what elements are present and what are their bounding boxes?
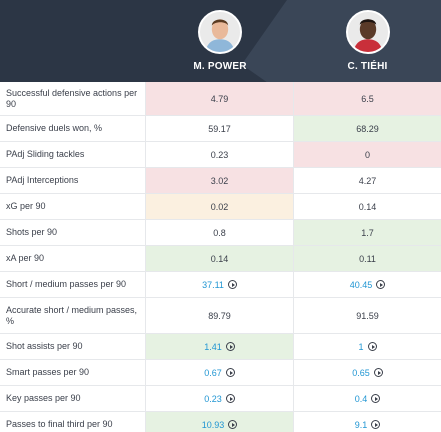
play-video-icon[interactable] <box>227 280 237 289</box>
player-name-1: M. POWER <box>193 61 247 72</box>
stat-value-player-2[interactable]: 9.1 <box>294 412 441 432</box>
stat-value-text: 0.23 <box>210 149 229 160</box>
stat-value-player-1: 4.79 <box>146 82 294 115</box>
play-video-icon[interactable] <box>371 394 381 403</box>
stat-value-text: 1.7 <box>361 227 374 238</box>
stat-value-player-2: 6.5 <box>294 82 441 115</box>
player-column-1[interactable]: M. POWER <box>146 0 294 82</box>
stat-row: PAdj Sliding tackles 0.23 0 <box>0 142 441 168</box>
stat-label: Defensive duels won, % <box>0 116 146 141</box>
stat-value-text: 0.23 <box>204 393 222 404</box>
stats-table: Successful defensive actions per 90 4.79 6… <box>0 82 441 432</box>
stat-value-player-1[interactable]: 37.11 <box>146 272 294 297</box>
stat-value-text: 4.79 <box>210 93 229 104</box>
play-video-icon[interactable] <box>225 394 235 403</box>
stat-value-text: 9.1 <box>354 419 368 430</box>
stat-label: Shots per 90 <box>0 220 146 245</box>
stat-value-player-2[interactable]: 0.4 <box>294 386 441 411</box>
stat-row: Short / medium passes per 90 37.11 40.45 <box>0 272 441 298</box>
stat-value-player-1: 0.8 <box>146 220 294 245</box>
play-video-icon[interactable] <box>373 368 383 377</box>
stat-label: PAdj Interceptions <box>0 168 146 193</box>
stat-value-text: 0.14 <box>358 201 377 212</box>
stat-value-player-1: 89.79 <box>146 298 294 333</box>
stat-value-text: 1.41 <box>204 341 222 352</box>
play-video-icon[interactable] <box>367 342 377 351</box>
stat-value-text: 6.5 <box>361 93 374 104</box>
stat-value-player-2: 68.29 <box>294 116 441 141</box>
play-video-icon[interactable] <box>371 420 381 429</box>
stat-value-player-1: 0.02 <box>146 194 294 219</box>
stat-value-player-2: 0.11 <box>294 246 441 271</box>
stat-value-text: 68.29 <box>356 123 379 134</box>
stat-row: Key passes per 90 0.23 0.4 <box>0 386 441 412</box>
stat-value-text: 37.11 <box>202 279 224 290</box>
stat-value-text: 0.4 <box>354 393 368 404</box>
stat-label: PAdj Sliding tackles <box>0 142 146 167</box>
stat-row: Successful defensive actions per 90 4.79 6… <box>0 82 441 116</box>
stat-row: xG per 90 0.02 0.14 <box>0 194 441 220</box>
play-video-icon[interactable] <box>376 280 386 289</box>
stat-row: Shot assists per 90 1.41 1 <box>0 334 441 360</box>
stat-value-player-2: 0 <box>294 142 441 167</box>
stat-value-text: 59.17 <box>208 123 231 134</box>
stat-value-text: 0.14 <box>210 253 229 264</box>
stat-value-text: 4.27 <box>358 175 377 186</box>
stat-value-text: 91.59 <box>356 310 379 321</box>
stat-value-player-1: 0.23 <box>146 142 294 167</box>
play-video-icon[interactable] <box>225 342 235 351</box>
stat-value-player-2[interactable]: 40.45 <box>294 272 441 297</box>
stat-value-player-2: 4.27 <box>294 168 441 193</box>
stat-label: Key passes per 90 <box>0 386 146 411</box>
player-photo-2 <box>345 10 390 54</box>
stat-value-text: 40.45 <box>349 279 373 290</box>
stat-value-player-1: 0.14 <box>146 246 294 271</box>
stat-value-player-2[interactable]: 1 <box>294 334 441 359</box>
stat-label: Short / medium passes per 90 <box>0 272 146 297</box>
play-video-icon[interactable] <box>228 420 238 429</box>
stat-value-text: 0.02 <box>210 201 229 212</box>
stat-value-player-1[interactable]: 0.23 <box>146 386 294 411</box>
stat-row: Accurate short / medium passes, % 89.79 91… <box>0 298 441 334</box>
stat-value-text: 1 <box>358 341 364 352</box>
player-column-2[interactable]: C. TIÉHI <box>294 0 441 82</box>
stat-value-text: 0.67 <box>204 367 222 378</box>
stat-label: Smart passes per 90 <box>0 360 146 385</box>
stat-value-player-2[interactable]: 0.65 <box>294 360 441 385</box>
stat-row: PAdj Interceptions 3.02 4.27 <box>0 168 441 194</box>
stat-label: Passes to final third per 90 <box>0 412 146 432</box>
stat-label: xG per 90 <box>0 194 146 219</box>
stat-value-text: 89.79 <box>208 310 231 321</box>
stat-row: Defensive duels won, % 59.17 68.29 <box>0 116 441 142</box>
player-name-2: C. TIÉHI <box>347 61 388 72</box>
stat-row: xA per 90 0.14 0.11 <box>0 246 441 272</box>
stat-value-player-1[interactable]: 1.41 <box>146 334 294 359</box>
stat-value-player-2: 91.59 <box>294 298 441 333</box>
stat-value-player-2: 0.14 <box>294 194 441 219</box>
play-video-icon[interactable] <box>225 368 235 377</box>
stat-value-text: 0.8 <box>213 227 226 238</box>
stat-value-text: 10.93 <box>201 419 225 430</box>
stat-label: Shot assists per 90 <box>0 334 146 359</box>
stat-row: Passes to final third per 90 10.93 9.1 <box>0 412 441 432</box>
stat-row: Shots per 90 0.8 1.7 <box>0 220 441 246</box>
stat-label: Accurate short / medium passes, % <box>0 298 146 333</box>
stat-value-text: 0.65 <box>352 367 370 378</box>
stat-row: Smart passes per 90 0.67 0.65 <box>0 360 441 386</box>
stat-value-player-1[interactable]: 0.67 <box>146 360 294 385</box>
stat-value-text: 0.11 <box>359 253 376 264</box>
comparison-header: M. POWER C. TIÉHI <box>0 0 441 82</box>
stat-label: xA per 90 <box>0 246 146 271</box>
stat-label: Successful defensive actions per 90 <box>0 82 146 115</box>
player-photo-1 <box>198 10 242 54</box>
stat-value-text: 3.02 <box>210 175 229 186</box>
stat-value-player-1[interactable]: 10.93 <box>146 412 294 432</box>
stat-value-text: 0 <box>364 149 370 160</box>
stat-value-player-1: 59.17 <box>146 116 294 141</box>
stat-value-player-2: 1.7 <box>294 220 441 245</box>
stat-value-player-1: 3.02 <box>146 168 294 193</box>
